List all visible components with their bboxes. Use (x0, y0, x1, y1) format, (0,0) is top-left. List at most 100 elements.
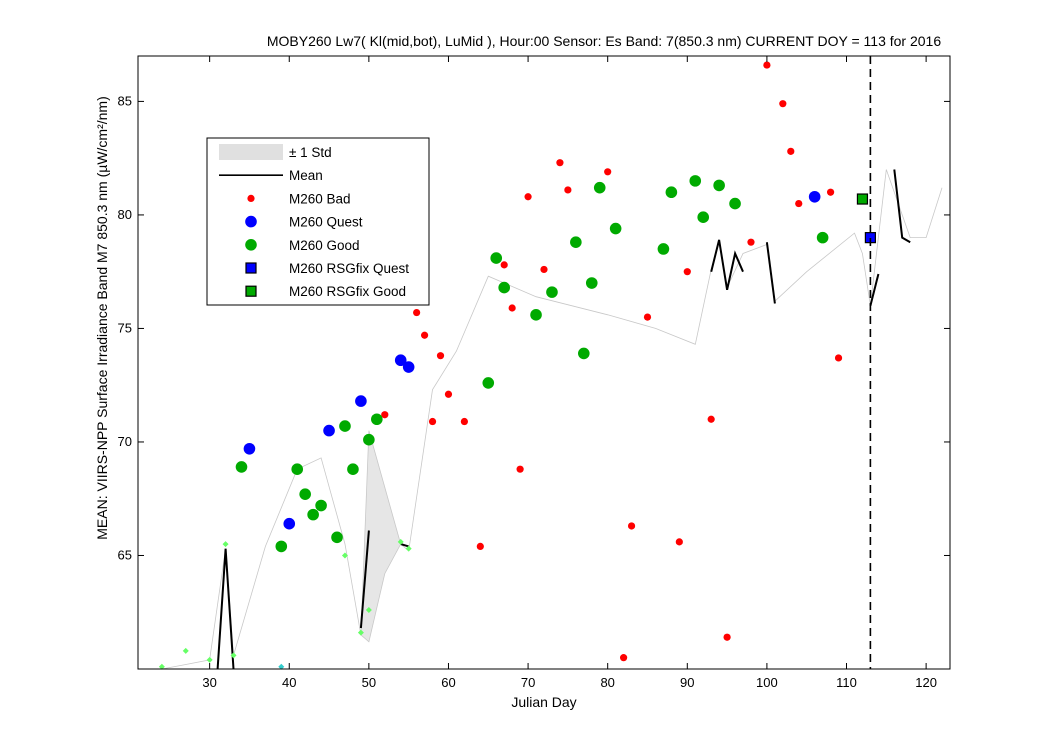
chart-title: MOBY260 Lw7( Kl(mid,bot), LuMid ), Hour:… (267, 33, 941, 49)
m260-quest-point (402, 361, 415, 373)
m260-bad-point (834, 354, 843, 362)
m260-good-point (689, 175, 702, 187)
marker-point (206, 656, 213, 663)
m260-good-point (339, 420, 351, 432)
m260-good-point (315, 499, 327, 512)
m260-bad-point (707, 415, 715, 423)
mean-line (710, 239, 744, 291)
m260-good-point (347, 463, 359, 476)
m260-bad-point (675, 538, 683, 546)
m260-bad-point (413, 308, 421, 317)
legend-label: M260 Quest (289, 215, 363, 230)
m260-bad-point (420, 331, 429, 339)
legend-label: M260 RSGfix Good (289, 284, 406, 299)
m260-bad-point (381, 411, 389, 419)
plot-frame (137, 55, 951, 670)
m260-quest-point (323, 424, 335, 437)
m260-good-point (530, 309, 542, 321)
marker-point (365, 606, 372, 613)
x-tick-label: 60 (441, 675, 455, 690)
m260-bad-point (747, 238, 755, 246)
m260-bad-point (795, 199, 803, 208)
legend-label: M260 Bad (289, 191, 351, 206)
m260-quest-point (283, 517, 296, 530)
legend-swatch-m260-rsgfix-good (245, 285, 257, 297)
legend-label: M260 Good (289, 238, 360, 253)
m260-quest-point (243, 442, 256, 455)
m260-good-point (609, 222, 622, 235)
legend-label: Mean (289, 168, 323, 183)
marker-point (357, 629, 364, 636)
m260-good-point (593, 181, 606, 194)
m260-good-point (546, 286, 558, 298)
m260-good-point (371, 413, 383, 426)
legend-swatch-m260-rsgfix-quest (245, 262, 257, 274)
mean-line (400, 543, 409, 548)
y-tick-label: 80 (118, 207, 132, 222)
x-axis-label: Julian Day (511, 694, 576, 710)
m260-quest-point (394, 354, 407, 367)
legend-swatch-std (219, 144, 283, 160)
m260-good-point (490, 252, 503, 264)
m260-good-point (307, 508, 319, 521)
m260-good-point (363, 433, 375, 446)
y-tick-label: 85 (118, 93, 132, 108)
mean-line (869, 273, 880, 306)
m260-good-point (697, 211, 710, 223)
m260-good-point (291, 463, 304, 476)
x-tick-label: 110 (836, 675, 857, 690)
marker-point (230, 652, 237, 659)
m260-good-point (585, 277, 598, 289)
mean-line (765, 242, 776, 304)
m260-bad-point (643, 313, 652, 321)
x-tick-label: 50 (362, 675, 376, 690)
m260-bad-point (508, 304, 516, 312)
m260-quest-point (808, 190, 821, 203)
legend: ± 1 Std Mean M260 Bad M260 Quest M260 Good M2… (206, 137, 430, 306)
legend-swatch-m260-good (245, 239, 257, 251)
m260-bad-point (500, 261, 508, 269)
m260-bad-point (436, 352, 445, 360)
m260-rsgfix-good-point (856, 193, 869, 205)
m260-bad-point (540, 265, 548, 274)
x-tick-label: 30 (202, 675, 216, 690)
legend-label: M260 RSGfix Quest (289, 261, 409, 276)
y-tick-label: 65 (118, 547, 132, 562)
m260-bad-point (460, 417, 468, 426)
legend-swatch-m260-quest (245, 215, 257, 228)
m260-quest-point (355, 395, 367, 407)
y-axis-label: MEAN: VIIRS-NPP Surface Irradiance Band … (94, 96, 110, 540)
legend-box (206, 137, 430, 306)
m260-bad-point (604, 168, 612, 176)
m260-good-point (816, 231, 829, 244)
m260-bad-point (627, 522, 636, 530)
x-tick-label: 40 (282, 675, 296, 690)
marker-point (158, 663, 165, 670)
y-tick-label: 75 (118, 320, 132, 335)
marker-point (341, 552, 348, 559)
m260-bad-point (476, 542, 484, 551)
marker-point (405, 545, 412, 552)
mean-line (893, 169, 911, 244)
m260-bad-point (826, 188, 835, 196)
m260-good-point (665, 186, 678, 199)
m260-good-point (482, 377, 495, 389)
m260-bad-point (516, 465, 524, 473)
legend-swatch-m260-bad (247, 194, 255, 202)
m260-good-point (498, 281, 510, 294)
m260-good-point (578, 347, 590, 360)
m260-good-point (299, 488, 311, 500)
m260-good-point (657, 243, 670, 255)
m260-good-point (331, 531, 343, 544)
legend-label: ± 1 Std (289, 145, 332, 160)
m260-bad-point (787, 147, 795, 155)
mean-line (216, 548, 235, 670)
marker-point (397, 538, 404, 545)
marker-point (182, 647, 189, 654)
m260-bad-point (779, 100, 787, 108)
x-tick-label: 70 (521, 675, 535, 690)
m260-bad-point (723, 633, 731, 641)
marker-point (222, 541, 229, 548)
y-tick-label: 70 (118, 434, 132, 449)
